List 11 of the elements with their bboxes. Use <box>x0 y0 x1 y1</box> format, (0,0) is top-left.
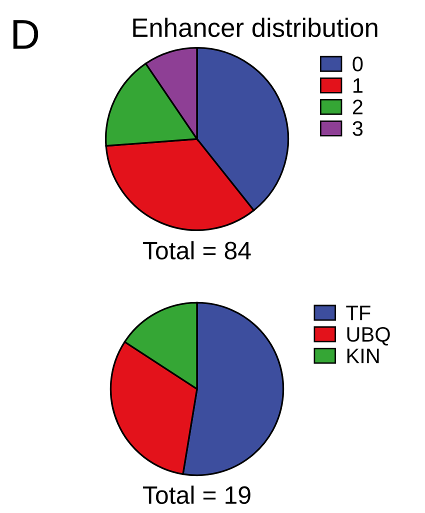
legend-label: 3 <box>352 121 363 136</box>
legend-label: UBQ <box>347 327 390 346</box>
legend-label: 0 <box>352 56 363 72</box>
legend-label: 1 <box>353 78 362 93</box>
chart-title: Enhancer distribution <box>133 18 378 38</box>
legend-label: KIN <box>347 348 379 364</box>
legend-label: 2 <box>352 100 362 114</box>
text: Total = 84 <box>143 241 251 260</box>
legend-label: TF <box>346 306 370 320</box>
text: Total = 19 <box>143 486 250 504</box>
text: D <box>13 20 38 49</box>
